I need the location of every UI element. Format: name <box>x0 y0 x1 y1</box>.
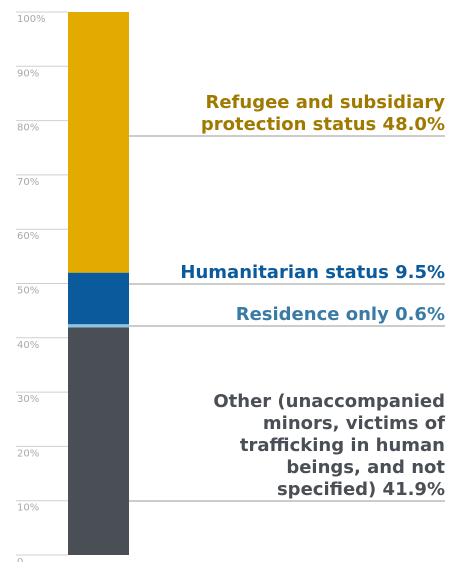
y-tick-label: 50% <box>17 286 39 297</box>
bar-segment-residence <box>68 324 129 328</box>
bar-segment-humanitarian <box>68 272 129 325</box>
y-tick-label: 30% <box>17 394 39 405</box>
y-tick-label: 40% <box>17 340 39 351</box>
label-other-line-0: Other (unaccompanied <box>213 391 445 412</box>
y-tick-label: 20% <box>17 448 39 459</box>
y-axis: 0 10% 20% 30% 40% 50% 60% 70% 80% 90% 100% <box>16 11 68 562</box>
label-other-line-3: beings, and not <box>286 457 445 478</box>
label-humanitarian-line-0: Humanitarian status 9.5% <box>180 262 445 283</box>
label-other-line-4: specified) 41.9% <box>277 479 445 500</box>
bar-segment-other <box>68 327 129 555</box>
y-tick-label: 60% <box>17 231 39 242</box>
y-tick-label: 0 <box>17 557 23 562</box>
y-tick-label: 100% <box>17 14 46 25</box>
label-refugee-line-1: protection status 48.0% <box>201 114 445 135</box>
bar-segment-refugee <box>68 12 129 273</box>
y-tick-label: 80% <box>17 123 39 134</box>
label-refugee-line-0: Refugee and subsidiary <box>205 92 445 113</box>
stacked-bar <box>68 12 129 555</box>
label-other-line-1: minors, victims of <box>263 413 445 434</box>
y-tick-label: 90% <box>17 68 39 79</box>
y-tick-label: 70% <box>17 177 39 188</box>
label-other-line-2: trafficking in human <box>240 435 445 456</box>
label-residence-line-0: Residence only 0.6% <box>236 304 445 325</box>
y-tick-label: 10% <box>17 503 39 514</box>
